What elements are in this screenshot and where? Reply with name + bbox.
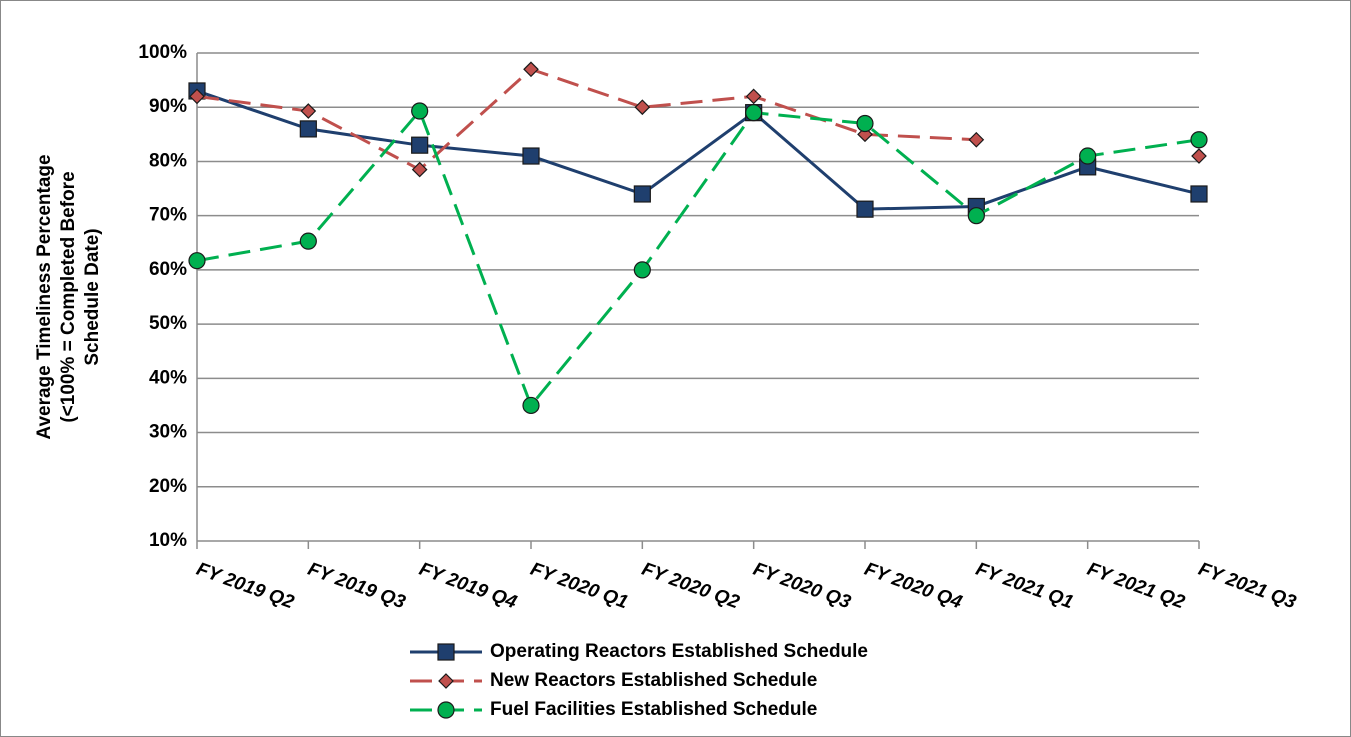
marker bbox=[522, 147, 540, 165]
legend-label: Operating Reactors Established Schedule bbox=[490, 641, 868, 662]
y-tick-label: 30% bbox=[149, 422, 187, 443]
y-tick-label: 60% bbox=[149, 259, 187, 280]
y-tick-label: 100% bbox=[138, 42, 187, 63]
marker bbox=[857, 126, 873, 143]
marker bbox=[188, 252, 206, 270]
y-tick-label: 10% bbox=[149, 530, 187, 551]
marker bbox=[745, 88, 762, 105]
marker bbox=[300, 103, 317, 119]
marker bbox=[1191, 148, 1207, 164]
marker bbox=[411, 161, 428, 178]
y-tick-label: 20% bbox=[149, 476, 187, 497]
marker bbox=[634, 99, 651, 116]
y-axis-label: (<100% = Completed Before bbox=[58, 171, 79, 422]
marker bbox=[411, 136, 429, 154]
marker bbox=[1190, 185, 1208, 203]
y-axis-label: Average Timeliness Percentage bbox=[34, 154, 55, 439]
y-tick-label: 70% bbox=[149, 205, 187, 226]
marker bbox=[1190, 131, 1208, 149]
marker bbox=[189, 88, 205, 105]
marker bbox=[967, 207, 985, 225]
y-axis-label: Schedule Date) bbox=[82, 228, 103, 365]
marker bbox=[856, 200, 874, 218]
marker bbox=[633, 261, 651, 279]
y-tick-label: 50% bbox=[149, 313, 187, 334]
marker bbox=[438, 673, 454, 689]
marker bbox=[437, 701, 455, 719]
series-line bbox=[196, 108, 1200, 409]
y-tick-label: 80% bbox=[149, 150, 187, 171]
marker bbox=[856, 114, 874, 133]
marker bbox=[299, 232, 317, 250]
marker bbox=[411, 102, 429, 120]
marker bbox=[745, 104, 763, 122]
marker bbox=[1079, 147, 1097, 165]
marker bbox=[633, 185, 651, 203]
marker bbox=[523, 61, 539, 78]
marker bbox=[968, 131, 985, 148]
y-tick-label: 40% bbox=[149, 367, 187, 388]
marker bbox=[299, 120, 317, 138]
y-tick-label: 90% bbox=[149, 96, 187, 117]
legend-label: Fuel Facilities Established Schedule bbox=[490, 699, 817, 720]
marker bbox=[437, 643, 455, 661]
legend-label: New Reactors Established Schedule bbox=[490, 670, 817, 691]
marker bbox=[522, 396, 540, 415]
